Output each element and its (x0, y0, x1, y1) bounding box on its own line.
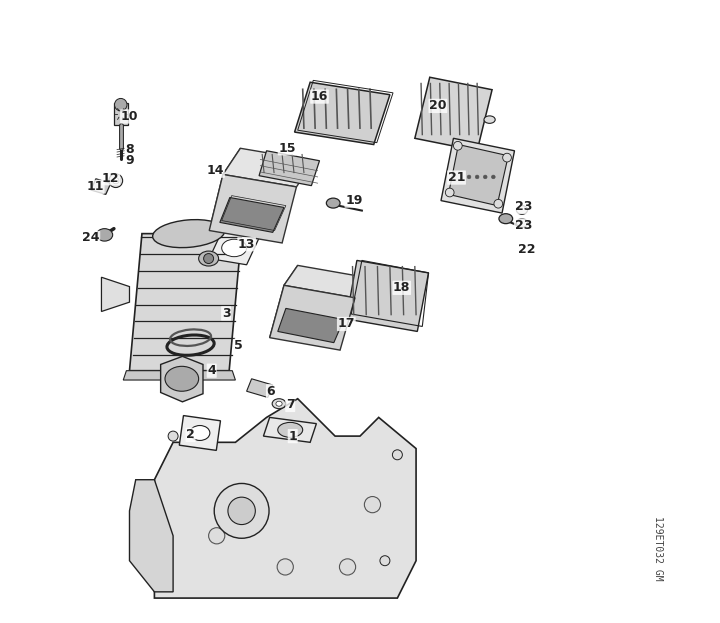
Circle shape (467, 175, 471, 179)
Ellipse shape (276, 401, 282, 406)
Circle shape (503, 153, 511, 162)
Text: 23: 23 (515, 219, 532, 232)
Polygon shape (102, 277, 130, 312)
Text: 129ET032 GM: 129ET032 GM (653, 516, 663, 581)
Ellipse shape (272, 399, 286, 409)
Polygon shape (415, 77, 492, 151)
Polygon shape (210, 174, 297, 243)
Text: 13: 13 (238, 238, 256, 250)
Polygon shape (449, 145, 508, 206)
Ellipse shape (499, 214, 513, 224)
Text: 12: 12 (102, 172, 120, 184)
Polygon shape (123, 371, 235, 380)
Text: 10: 10 (121, 110, 138, 123)
Ellipse shape (190, 426, 210, 440)
Text: 11: 11 (86, 181, 104, 193)
Circle shape (475, 175, 479, 179)
Polygon shape (91, 179, 111, 194)
Text: 17: 17 (338, 318, 355, 330)
Text: 2: 2 (186, 429, 195, 441)
Circle shape (364, 497, 381, 513)
Ellipse shape (96, 229, 112, 241)
Polygon shape (210, 232, 259, 265)
Text: 1: 1 (288, 430, 297, 442)
Polygon shape (130, 234, 242, 371)
Circle shape (380, 556, 390, 566)
Text: 6: 6 (266, 385, 275, 397)
Polygon shape (161, 356, 203, 402)
Text: 16: 16 (311, 90, 328, 103)
Circle shape (454, 141, 462, 150)
Polygon shape (210, 148, 240, 231)
Polygon shape (346, 260, 428, 331)
Polygon shape (154, 399, 416, 598)
Polygon shape (130, 480, 173, 592)
Polygon shape (264, 417, 316, 442)
Ellipse shape (165, 366, 199, 391)
Ellipse shape (278, 422, 302, 437)
Circle shape (446, 188, 454, 197)
Ellipse shape (222, 239, 247, 257)
Circle shape (492, 175, 495, 179)
Circle shape (215, 483, 269, 538)
Circle shape (204, 254, 214, 264)
Circle shape (494, 199, 503, 208)
Polygon shape (179, 416, 220, 450)
Text: 8: 8 (125, 143, 134, 156)
Circle shape (112, 178, 119, 184)
Ellipse shape (199, 251, 219, 266)
Text: 23: 23 (515, 201, 532, 213)
Ellipse shape (326, 198, 340, 208)
Text: 22: 22 (518, 243, 536, 255)
Circle shape (109, 174, 122, 188)
Circle shape (392, 450, 402, 460)
Circle shape (339, 559, 356, 575)
Text: 5: 5 (234, 340, 243, 352)
Text: 15: 15 (279, 142, 296, 155)
Circle shape (483, 175, 487, 179)
Polygon shape (259, 151, 320, 186)
Polygon shape (220, 197, 284, 232)
Text: 4: 4 (207, 364, 216, 377)
Polygon shape (114, 103, 127, 125)
Text: 9: 9 (125, 155, 134, 167)
Polygon shape (270, 265, 297, 338)
Text: 14: 14 (207, 164, 224, 177)
Polygon shape (294, 82, 390, 145)
Circle shape (209, 528, 225, 544)
Polygon shape (284, 265, 369, 298)
Circle shape (228, 497, 256, 525)
Polygon shape (247, 379, 273, 397)
Polygon shape (278, 308, 344, 343)
Text: 20: 20 (429, 100, 446, 112)
Ellipse shape (153, 220, 225, 247)
Text: 3: 3 (222, 307, 230, 320)
Polygon shape (270, 285, 355, 350)
Text: 24: 24 (82, 232, 99, 244)
Ellipse shape (516, 206, 528, 214)
Ellipse shape (516, 219, 528, 227)
Polygon shape (223, 148, 314, 187)
Text: 7: 7 (286, 399, 294, 411)
Text: 21: 21 (448, 171, 465, 184)
Text: 18: 18 (393, 282, 410, 294)
Circle shape (277, 559, 293, 575)
Ellipse shape (114, 98, 127, 111)
Circle shape (168, 431, 178, 441)
Ellipse shape (484, 116, 495, 123)
Text: 19: 19 (345, 194, 362, 207)
Polygon shape (441, 138, 515, 213)
